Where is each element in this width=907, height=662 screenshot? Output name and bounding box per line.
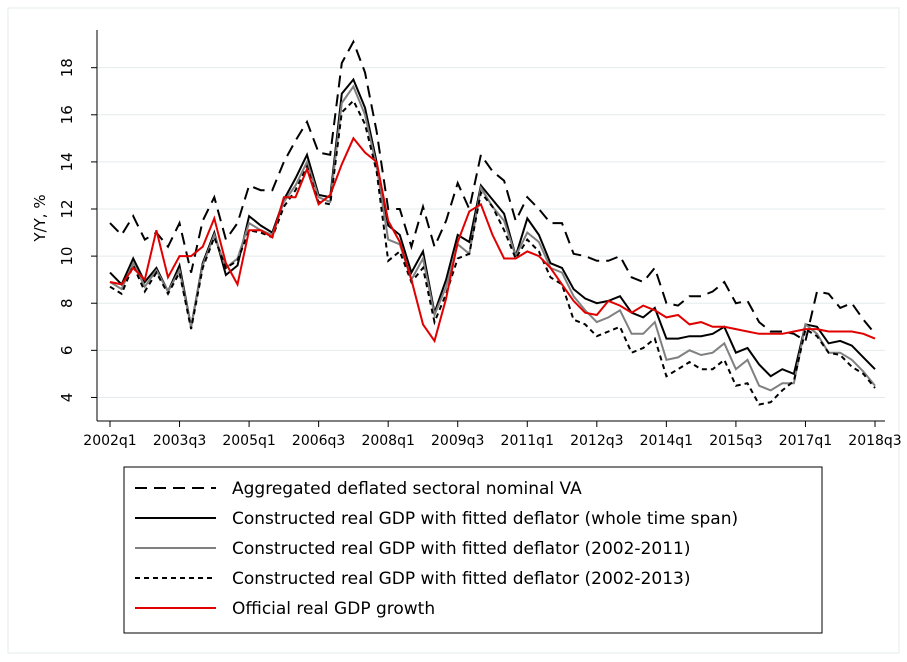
y-tick-label: 10 [58,247,76,266]
y-axis-label: Y/Y, % [31,194,49,242]
x-tick-label: 2015q3 [709,433,762,449]
x-tick-label: 2005q1 [222,433,275,449]
x-tick-label: 2006q3 [292,433,345,449]
legend-label: Constructed real GDP with fitted deflato… [232,539,690,559]
y-tick-label: 12 [58,199,76,218]
x-tick-label: 2011q1 [501,433,554,449]
x-tick-label: 2018q3 [848,433,901,449]
series-line [109,77,876,378]
x-tick-label: 2002q1 [83,433,136,449]
x-tick-label: 2014q1 [640,433,693,449]
x-tick-label: 2008q1 [361,433,414,449]
x-tick-label: 2009q3 [431,433,484,449]
legend-label: Constructed real GDP with fitted deflato… [232,569,690,589]
y-tick-label: 18 [58,58,76,77]
legend [123,466,823,634]
y-tick-label: 8 [58,298,76,308]
legend-label: Constructed real GDP with fitted deflato… [232,509,738,529]
y-tick-label: 14 [58,152,76,171]
y-tick-label: 4 [58,393,76,403]
y-tick-label: 16 [58,105,76,124]
legend-label: Official real GDP growth [232,599,435,619]
x-tick-label: 2017q1 [779,433,832,449]
legend-label: Aggregated deflated sectoral nominal VA [232,479,582,499]
series-line [109,136,876,344]
y-tick-label: 6 [58,346,76,356]
series-line [109,99,876,406]
x-tick-label: 2003q3 [153,433,206,449]
x-tick-label: 2012q3 [570,433,623,449]
